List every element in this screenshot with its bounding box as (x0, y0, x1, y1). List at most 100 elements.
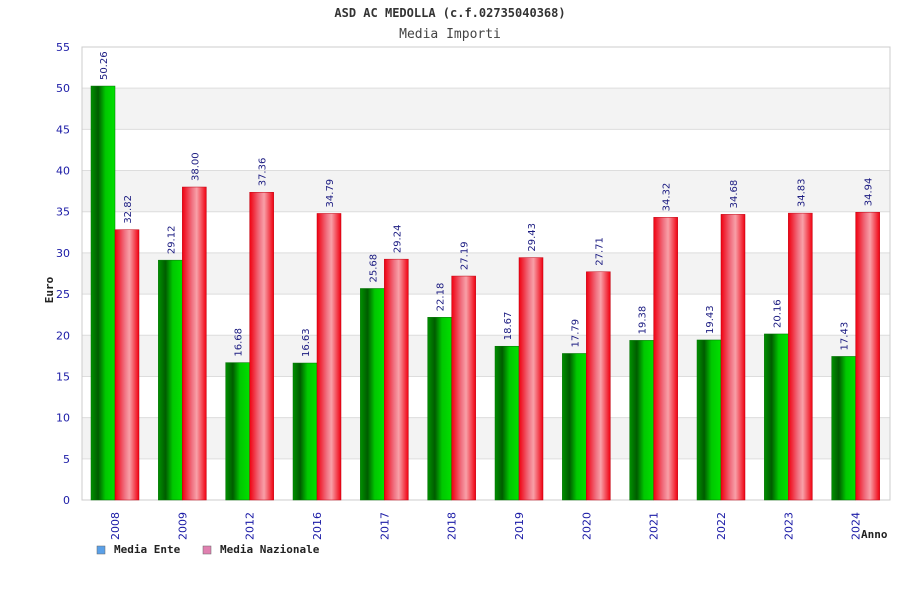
x-tick-label: 2012 (244, 512, 257, 540)
bar-media-ente-2020 (562, 353, 587, 501)
data-label: 16.68 (234, 328, 245, 357)
y-tick-label: 20 (56, 329, 70, 342)
bar-media-nazionale-2018 (451, 275, 476, 501)
bar-media-ente-2017 (360, 288, 385, 501)
y-tick-label: 45 (56, 123, 70, 136)
y-axis-ticks: 0 5 10 15 20 25 30 35 40 45 50 55 (56, 41, 70, 507)
grid-band (82, 170, 890, 212)
bar-media-nazionale-2008 (114, 229, 140, 501)
plot-frame (81, 46, 891, 501)
bar-media-nazionale-2019 (518, 257, 544, 501)
x-axis-label: Anno (861, 528, 888, 541)
bar-media-ente-2024 (831, 356, 856, 501)
bar-media-ente-2018 (427, 317, 452, 501)
y-tick-label: 35 (56, 206, 70, 219)
y-tick-label: 25 (56, 288, 70, 301)
data-label: 17.43 (840, 322, 851, 351)
data-label: 25.68 (368, 254, 379, 283)
grid-band (82, 335, 890, 377)
data-label: 37.36 (258, 158, 269, 187)
data-label: 34.79 (325, 179, 336, 208)
bar-media-ente-2023 (764, 333, 789, 501)
y-tick-label: 15 (56, 370, 70, 383)
legend-swatch (96, 545, 106, 555)
bar-media-nazionale-2017 (384, 258, 409, 501)
legend: Media Ente Media Nazionale (96, 543, 320, 556)
grid-band (82, 211, 890, 253)
data-label: 17.79 (570, 319, 581, 348)
x-tick-label: 2019 (513, 512, 526, 540)
x-tick-label: 2021 (648, 512, 661, 540)
data-label: 27.71 (594, 237, 605, 266)
data-label: 29.12 (166, 226, 177, 255)
data-label: 27.19 (460, 241, 471, 270)
x-tick-label: 2009 (176, 512, 189, 540)
plot-background (81, 46, 891, 501)
legend-label: Media Ente (114, 543, 181, 556)
grid-band (82, 376, 890, 418)
x-tick-label: 2008 (109, 512, 122, 540)
data-label: 34.32 (662, 183, 673, 212)
data-label: 18.67 (503, 312, 514, 341)
x-tick-label: 2016 (311, 512, 324, 540)
y-axis-label: Euro (43, 276, 56, 303)
x-tick-label: 2023 (782, 512, 795, 540)
data-label: 34.68 (729, 180, 740, 209)
bar-media-nazionale-2022 (720, 214, 746, 501)
data-label: 19.43 (705, 305, 716, 334)
bar-media-ente-2016 (292, 362, 318, 501)
x-axis-ticks: 2008 2009 2012 2016 2017 2018 2019 2020 2021 2022… (109, 512, 863, 540)
bar-media-nazionale-2020 (586, 271, 611, 501)
x-tick-label: 2020 (580, 512, 593, 540)
bar-media-nazionale-2016 (316, 213, 342, 501)
y-tick-label: 30 (56, 247, 70, 260)
bar-media-ente-2008 (90, 85, 116, 501)
data-label: 50.26 (99, 51, 110, 80)
bar-media-nazionale-2021 (653, 217, 678, 501)
data-label: 20.16 (772, 299, 783, 328)
y-tick-label: 55 (56, 41, 70, 54)
bars (90, 85, 880, 501)
bar-media-ente-2019 (494, 345, 520, 501)
data-label: 19.38 (638, 306, 649, 335)
grid-band (82, 129, 890, 171)
bar-media-nazionale-2023 (788, 212, 813, 501)
grid-band (82, 417, 890, 459)
x-tick-label: 2024 (850, 512, 863, 540)
grid-band (82, 294, 890, 336)
y-tick-label: 50 (56, 82, 70, 95)
x-tick-label: 2018 (446, 512, 459, 540)
data-label: 32.82 (123, 195, 134, 224)
y-tick-label: 10 (56, 412, 70, 425)
data-labels: 50.26 32.82 29.12 38.00 16.68 37.36 16.63 34.79… (99, 51, 875, 357)
bar-media-nazionale-2024 (855, 211, 880, 501)
x-tick-label: 2017 (378, 512, 391, 540)
grid-band (82, 47, 890, 89)
bar-media-ente-2009 (158, 259, 183, 501)
data-label: 29.43 (527, 223, 538, 252)
grid-band (82, 252, 890, 295)
legend-label: Media Nazionale (220, 543, 320, 556)
data-label: 22.18 (436, 283, 447, 312)
bar-media-ente-2012 (225, 362, 250, 501)
y-tick-label: 40 (56, 165, 70, 178)
y-tick-label: 0 (63, 494, 70, 507)
chart-title: ASD AC MEDOLLA (c.f.02735040368) (334, 6, 565, 20)
bar-media-nazionale-2012 (249, 192, 274, 501)
data-label: 34.94 (864, 178, 875, 207)
y-tick-label: 5 (63, 453, 70, 466)
bar-media-nazionale-2009 (182, 186, 207, 501)
data-label: 38.00 (190, 152, 201, 181)
grid-band (82, 88, 890, 130)
legend-swatch (202, 545, 212, 555)
bar-media-ente-2021 (629, 340, 654, 501)
x-tick-label: 2022 (715, 512, 728, 540)
data-label: 34.83 (796, 178, 807, 207)
chart-subtitle: Media Importi (399, 27, 501, 42)
grid-band (82, 458, 890, 500)
bar-media-ente-2022 (696, 339, 722, 501)
data-label: 16.63 (301, 328, 312, 357)
data-label: 29.24 (392, 225, 403, 254)
